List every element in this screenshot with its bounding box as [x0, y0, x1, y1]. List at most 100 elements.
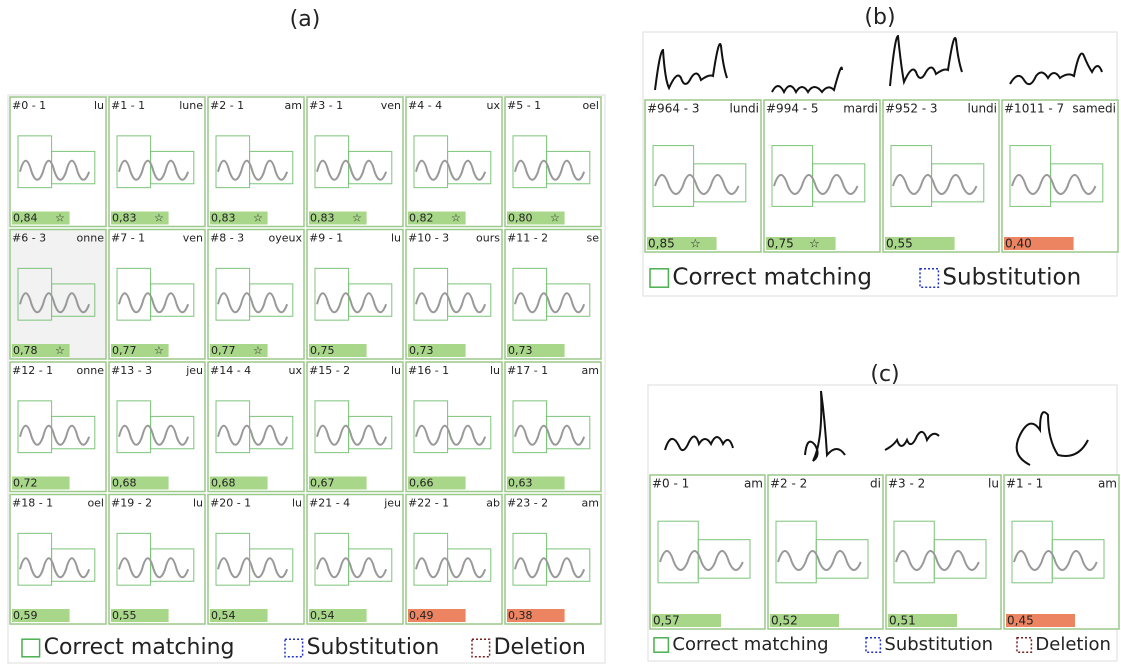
figure: (a)#0 - 1lu0,84☆#1 - 1lune0,83☆#2 - 1am0…	[0, 0, 1121, 664]
cell-id: #23 - 2	[507, 497, 548, 510]
cell-score: 0,66	[409, 477, 434, 490]
match-cell: #10 - 3ours0,73	[406, 230, 502, 360]
match-cell: #964 - 3lundi0,85☆	[645, 100, 761, 252]
match-cell: #7 - 1ven0,77☆	[109, 230, 205, 360]
match-cell: #11 - 2se0,73	[505, 230, 601, 360]
panel-label: (b)	[864, 5, 895, 30]
legend-label: Correct matching	[44, 635, 235, 660]
match-cell: #0 - 1 am 0,57	[650, 475, 765, 629]
cell-word: jeu	[185, 364, 203, 377]
cell-star: ☆	[690, 237, 701, 251]
match-cell: #12 - 1 onne 0,72	[10, 362, 106, 492]
cell-score: 0,83	[112, 212, 137, 225]
cell-word: ux	[289, 364, 303, 377]
cell-star: ☆	[550, 212, 560, 225]
cell-word: ven	[183, 232, 203, 245]
cell-score: 0,80	[508, 212, 533, 225]
cell-score: 0,75	[310, 344, 335, 357]
cell-score: 0,67	[310, 477, 335, 490]
cell-score: 0,54	[211, 609, 236, 622]
cell-star: ☆	[154, 212, 164, 225]
cell-id: #15 - 2	[309, 364, 350, 377]
cell-id: #0 - 1	[12, 99, 46, 112]
cell-word: lu	[988, 477, 999, 491]
cell-score: 0,68	[211, 477, 236, 490]
cell-star: ☆	[55, 344, 65, 357]
cell-score: 0,63	[508, 477, 533, 490]
legend-label: Substitution	[942, 265, 1081, 291]
match-cell: #17 - 1 am 0,63	[505, 362, 601, 492]
cell-word: am	[744, 477, 763, 491]
cell-word: jeu	[383, 497, 401, 510]
cell-star: ☆	[451, 212, 461, 225]
cell-score: 0,68	[112, 477, 137, 490]
cell-id: #5 - 1	[507, 99, 541, 112]
match-cell: #22 - 1ab0,49	[406, 495, 502, 625]
cell-word: mardi	[843, 102, 878, 116]
cell-word: se	[587, 232, 600, 245]
cell-score: 0,82	[409, 212, 434, 225]
legend-label: Deletion	[1035, 634, 1111, 655]
cell-score: 0,77	[211, 344, 236, 357]
cell-id: #7 - 1	[111, 232, 145, 245]
cell-id: #994 - 5	[766, 102, 819, 116]
cell-id: #1 - 1	[1006, 477, 1043, 491]
cell-id: #4 - 4	[408, 99, 442, 112]
cell-id: #10 - 3	[408, 232, 449, 245]
match-cell: #13 - 3 jeu 0,68	[109, 362, 205, 492]
cell-word: am	[285, 99, 302, 112]
match-cell: #0 - 1lu0,84☆	[10, 97, 106, 227]
cell-word: lu	[391, 232, 401, 245]
cell-word: lu	[94, 99, 104, 112]
cell-word: am	[1098, 477, 1117, 491]
cell-word: oel	[582, 99, 599, 112]
cell-id: #17 - 1	[507, 364, 548, 377]
panel-label: (a)	[290, 7, 321, 32]
legend-label: Correct matching	[672, 634, 828, 655]
match-cell: #2 - 1 am 0,83 ☆	[208, 97, 304, 227]
cell-score: 0,73	[409, 344, 434, 357]
match-cell: #952 - 3lundi0,55	[883, 100, 999, 252]
cell-score: 0,52	[771, 614, 798, 628]
cell-score: 0,72	[13, 477, 38, 490]
cell-star: ☆	[352, 212, 362, 225]
cell-score: 0,38	[508, 609, 533, 622]
legend-label: Correct matching	[672, 265, 872, 291]
cell-id: #964 - 3	[647, 102, 700, 116]
cell-id: #952 - 3	[885, 102, 938, 116]
cell-star: ☆	[253, 212, 263, 225]
cell-score: 0,55	[886, 237, 913, 251]
match-cell: #6 - 3onne0,78☆	[10, 230, 106, 360]
cell-id: #12 - 1	[12, 364, 53, 377]
cell-word: am	[582, 364, 599, 377]
match-cell: #9 - 1 lu 0,75	[307, 230, 403, 360]
cell-id: #13 - 3	[111, 364, 152, 377]
cell-word: lu	[490, 364, 500, 377]
cell-id: #2 - 1	[210, 99, 244, 112]
cell-score: 0,51	[889, 614, 916, 628]
cell-score: 0,78	[13, 344, 38, 357]
cell-word: onne	[77, 364, 105, 377]
match-cell: #15 - 2lu0,67	[307, 362, 403, 492]
cell-id: #3 - 1	[309, 99, 343, 112]
cell-score: 0,83	[211, 212, 236, 225]
cell-word: lune	[179, 99, 203, 112]
cell-score: 0,45	[1007, 614, 1034, 628]
cell-star: ☆	[55, 212, 65, 225]
cell-score: 0,59	[13, 609, 38, 622]
cell-word: onne	[77, 232, 105, 245]
match-cell: #5 - 1 oel 0,80 ☆	[505, 97, 601, 227]
cell-score: 0,57	[653, 614, 680, 628]
cell-star: ☆	[154, 344, 164, 357]
cell-id: #0 - 1	[652, 477, 689, 491]
cell-id: #9 - 1	[309, 232, 343, 245]
cell-id: #3 - 2	[888, 477, 925, 491]
match-cell: #3 - 2 lu 0,51	[886, 475, 1001, 629]
